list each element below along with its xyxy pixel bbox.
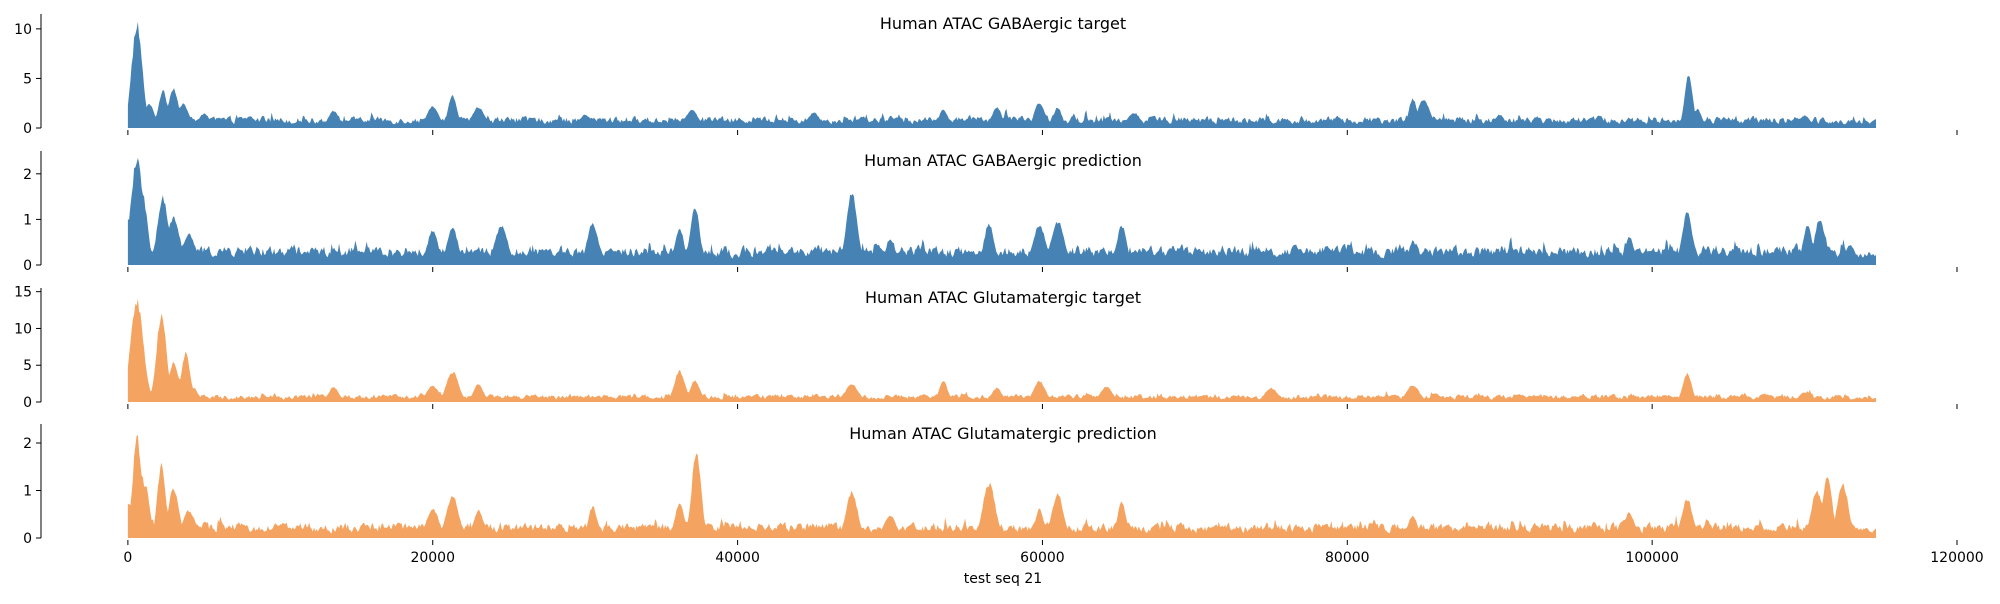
y-tick-label: 1	[23, 212, 32, 228]
x-tick-label: 20000	[410, 550, 455, 566]
y-tick-label: 1	[23, 484, 32, 500]
y-tick-label: 15	[14, 285, 32, 301]
panel-title: Human ATAC GABAergic prediction	[864, 151, 1142, 170]
y-tick-label: 5	[23, 71, 32, 87]
y-tick-label: 2	[23, 436, 32, 452]
series-area	[127, 298, 1876, 402]
y-tick-label: 0	[23, 121, 32, 137]
x-tick-label: 120000	[1930, 550, 1983, 566]
x-tick-label: 0	[123, 550, 132, 566]
x-tick-label: 100000	[1625, 550, 1678, 566]
panel-1: 0 5 10 Human ATAC GABAergic target	[14, 14, 1958, 137]
x-axis-title: test seq 21	[964, 571, 1042, 587]
y-tick-label: 0	[23, 258, 32, 274]
y-tick-label: 0	[23, 531, 32, 547]
panel-title: Human ATAC Glutamatergic prediction	[849, 424, 1157, 443]
x-tick-label: 40000	[715, 550, 760, 566]
series-area	[127, 21, 1876, 128]
panel-4: 0 1 2 0 20000 40000 60000 80000 100000 120000 Huma…	[23, 424, 1984, 566]
x-tick-label: 80000	[1325, 550, 1370, 566]
series-area	[127, 157, 1876, 265]
panel-2: 0 1 2 Human ATAC GABAergic prediction	[23, 151, 1958, 274]
x-tick-label: 60000	[1020, 550, 1065, 566]
series-area	[127, 435, 1876, 538]
y-tick-label: 10	[14, 22, 32, 38]
panel-3: 0 5 10 15 Human ATAC Glutamatergic target	[14, 285, 1958, 411]
panel-title: Human ATAC GABAergic target	[880, 14, 1126, 33]
y-tick-label: 5	[23, 358, 32, 374]
panel-title: Human ATAC Glutamatergic target	[865, 288, 1141, 307]
y-tick-label: 10	[14, 321, 32, 337]
y-tick-label: 2	[23, 167, 32, 183]
y-tick-label: 0	[23, 395, 32, 411]
